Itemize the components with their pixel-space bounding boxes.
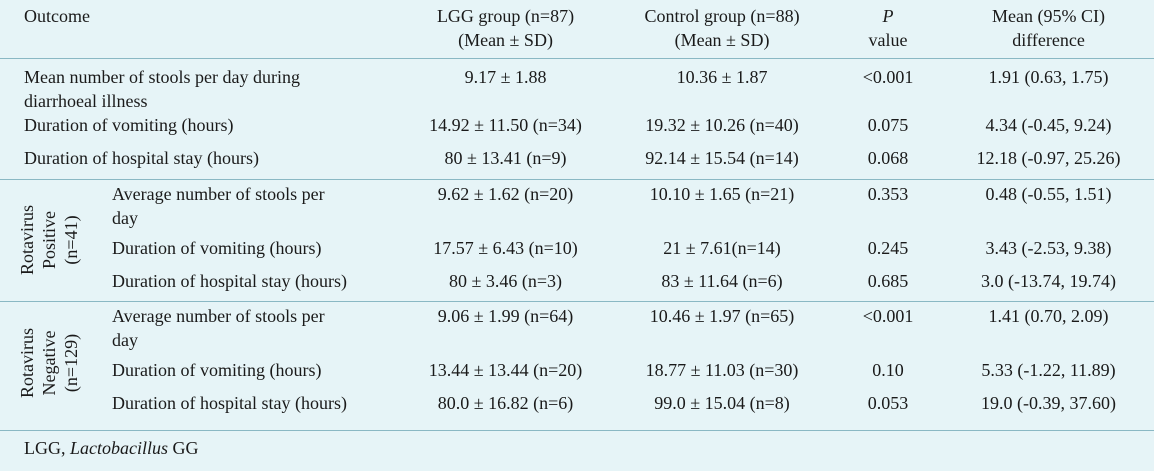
difference-cell: 19.0 (-0.39, 37.60) <box>981 393 1116 413</box>
header-control-line1: Control group (n=88) <box>644 6 800 26</box>
table-footnote: LGG, Lactobacillus GG <box>0 430 1154 471</box>
p-value-cell: 0.10 <box>872 360 904 380</box>
table-row: Duration of vomiting (hours) 14.92 ± 11.… <box>0 113 1154 146</box>
group-label-rotavirus-positive: Rotavirus Positive (n=41) <box>0 179 98 301</box>
group-label-line1: Rotavirus <box>17 327 37 398</box>
footnote-italic: Lactobacillus <box>70 438 168 458</box>
group-label-line2: Negative <box>39 330 59 396</box>
outcome-text-line2: day <box>112 207 138 228</box>
table-row: Mean number of stools per day during diar… <box>0 58 1154 113</box>
outcome-cell: Duration of hospital stay (hours) <box>112 271 347 291</box>
group-label-text: Rotavirus Positive (n=41) <box>16 205 82 275</box>
control-cell: 21 ± 7.61(n=14) <box>663 238 781 258</box>
p-value-cell: <0.001 <box>862 305 914 326</box>
difference-cell: 0.48 (-0.55, 1.51) <box>985 183 1112 204</box>
lgg-cell: 9.06 ± 1.99 (n=64) <box>437 305 574 326</box>
p-value-cell: 0.053 <box>867 393 909 413</box>
outcome-text-line1: Mean number of stools per day during <box>24 66 300 87</box>
control-cell: 10.36 ± 1.87 <box>676 66 768 87</box>
results-table: Outcome LGG group (n=87) (Mean ± SD) Cont… <box>0 0 1154 424</box>
header-p-line2: value <box>868 30 908 50</box>
p-value-cell: 0.245 <box>867 238 909 258</box>
control-cell: 18.77 ± 11.03 (n=30) <box>645 360 799 380</box>
header-lgg-line1: LGG group (n=87) <box>436 6 575 26</box>
lgg-cell: 14.92 ± 11.50 (n=34) <box>429 115 582 135</box>
outcome-cell: Duration of vomiting (hours) <box>112 238 322 258</box>
header-outcome: Outcome <box>0 0 400 58</box>
outcome-text-line1: Average number of stools per <box>112 305 325 326</box>
p-value-cell: 0.685 <box>867 271 909 291</box>
table-row: Rotavirus Positive (n=41) Average number o… <box>0 179 1154 275</box>
table-row: Duration of hospital stay (hours) 80.0 ±… <box>0 391 1154 424</box>
outcome-cell: Average number of stools per day <box>98 179 400 236</box>
lgg-cell: 9.62 ± 1.62 (n=20) <box>437 183 574 204</box>
group-label-rotavirus-negative: Rotavirus Negative (n=129) <box>0 301 98 424</box>
table-row: Duration of vomiting (hours) 13.44 ± 13.… <box>0 358 1154 391</box>
p-value-cell: <0.001 <box>862 66 914 87</box>
outcome-cell: Duration of hospital stay (hours) <box>112 393 347 413</box>
table-row: Duration of vomiting (hours) 17.57 ± 6.4… <box>0 236 1154 269</box>
difference-cell: 12.18 (-0.97, 25.26) <box>976 148 1121 168</box>
p-value-cell: 0.068 <box>867 148 909 168</box>
p-value-cell: 0.353 <box>867 183 909 204</box>
footnote-suffix: GG <box>168 438 199 458</box>
outcome-text-line2: day <box>112 329 138 350</box>
outcome-cell: Duration of vomiting (hours) <box>24 115 234 135</box>
difference-cell: 5.33 (-1.22, 11.89) <box>981 360 1116 380</box>
header-lgg-line2: (Mean ± SD) <box>458 30 553 50</box>
header-lgg: LGG group (n=87) (Mean ± SD) <box>400 0 611 58</box>
header-outcome-label: Outcome <box>24 6 90 26</box>
header-p-line1: P <box>882 6 894 26</box>
table-row: Rotavirus Negative (n=129) Average number … <box>0 301 1154 398</box>
group-label-line3: (n=129) <box>61 333 81 392</box>
header-difference: Mean (95% CI) difference <box>943 0 1154 58</box>
footnote-prefix: LGG, <box>24 438 70 458</box>
header-control-line2: (Mean ± SD) <box>674 30 770 50</box>
outcome-cell: Average number of stools per day <box>98 301 400 358</box>
outcome-cell: Mean number of stools per day during diar… <box>0 58 400 113</box>
difference-cell: 4.34 (-0.45, 9.24) <box>985 115 1112 135</box>
header-diff-line1: Mean (95% CI) <box>992 6 1105 26</box>
header-diff-line2: difference <box>1012 30 1085 50</box>
lgg-cell: 17.57 ± 6.43 (n=10) <box>433 238 578 258</box>
header-control: Control group (n=88) (Mean ± SD) <box>611 0 833 58</box>
outcome-cell: Duration of hospital stay (hours) <box>24 148 259 168</box>
lgg-cell: 80.0 ± 16.82 (n=6) <box>437 393 574 413</box>
table-row: Duration of hospital stay (hours) 80 ± 3… <box>0 269 1154 301</box>
difference-cell: 3.0 (-13.74, 19.74) <box>981 271 1116 291</box>
control-cell: 19.32 ± 10.26 (n=40) <box>645 115 799 135</box>
p-value-cell: 0.075 <box>867 115 909 135</box>
outcome-cell: Duration of vomiting (hours) <box>112 360 322 380</box>
group-label-line3: (n=41) <box>61 215 81 265</box>
lgg-cell: 80 ± 3.46 (n=3) <box>449 271 563 291</box>
difference-cell: 3.43 (-2.53, 9.38) <box>985 238 1112 258</box>
header-row: Outcome LGG group (n=87) (Mean ± SD) Cont… <box>0 0 1154 58</box>
control-cell: 92.14 ± 15.54 (n=14) <box>645 148 799 168</box>
difference-cell: 1.41 (0.70, 2.09) <box>988 305 1109 326</box>
outcome-text-line1: Average number of stools per <box>112 183 325 204</box>
control-cell: 10.10 ± 1.65 (n=21) <box>649 183 795 204</box>
outcome-text-line2: diarrhoeal illness <box>24 90 148 111</box>
difference-cell: 1.91 (0.63, 1.75) <box>988 66 1109 87</box>
lgg-cell: 9.17 ± 1.88 <box>464 66 547 87</box>
control-cell: 99.0 ± 15.04 (n=8) <box>654 393 790 413</box>
control-cell: 10.46 ± 1.97 (n=65) <box>649 305 795 326</box>
table-row: Duration of hospital stay (hours) 80 ± 1… <box>0 146 1154 179</box>
control-cell: 83 ± 11.64 (n=6) <box>661 271 783 291</box>
lgg-cell: 80 ± 13.41 (n=9) <box>444 148 567 168</box>
group-label-line2: Positive <box>39 211 59 270</box>
lgg-cell: 13.44 ± 13.44 (n=20) <box>428 360 583 380</box>
group-label-text: Rotavirus Negative (n=129) <box>16 328 82 398</box>
group-label-line1: Rotavirus <box>17 205 37 275</box>
